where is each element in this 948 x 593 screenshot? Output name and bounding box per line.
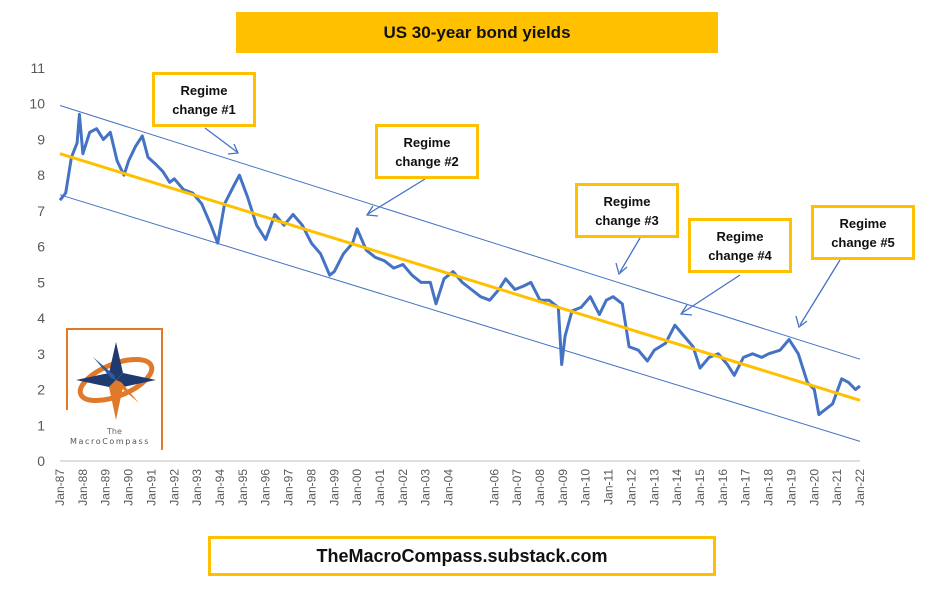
channel-lower-line [59, 194, 861, 442]
x-tick-label: Jan-06 [487, 469, 501, 506]
channel-upper-line [59, 105, 861, 360]
regime-label-line1: Regime [603, 193, 651, 209]
regime-annotation-4: Regime change #4 [688, 218, 792, 273]
x-tick-label: Jan-03 [419, 469, 433, 506]
regime-label-line2: change #2 [395, 153, 459, 169]
logo-the-text: The [107, 427, 122, 436]
x-tick-label: Jan-09 [556, 469, 570, 506]
arrow-regime-2 [367, 178, 426, 215]
x-tick-label: Jan-04 [442, 469, 456, 506]
trend-line [59, 152, 861, 402]
y-tick-label: 9 [37, 131, 45, 147]
x-tick-label: Jan-11 [602, 469, 616, 505]
logo-frame-left [66, 330, 68, 410]
x-axis-ticks: Jan-87 Jan-88 Jan-89 Jan-90 Jan-91 Jan-92 Jan-… [53, 469, 867, 506]
x-tick-label: Jan-93 [190, 469, 204, 506]
footer-url: TheMacroCompass.substack.com [208, 536, 716, 576]
arrowhead-regime-5 [795, 315, 808, 329]
x-tick-label: Jan-21 [830, 469, 844, 506]
logo-frame [66, 328, 163, 450]
x-tick-label: Jan-22 [853, 469, 867, 506]
x-tick-label: Jan-13 [647, 469, 661, 506]
annotation-arrows [204, 127, 841, 329]
regime-label-line1: Regime [403, 134, 451, 150]
regime-label-line1: Regime [839, 215, 887, 231]
regime-annotation-5: Regime change #5 [811, 205, 915, 260]
x-tick-label: Jan-88 [76, 469, 90, 506]
x-tick-label: Jan-14 [670, 469, 684, 506]
regime-annotation-1: Regime change #1 [152, 72, 256, 127]
regime-annotation-3: Regime change #3 [575, 183, 679, 238]
regime-label-line1: Regime [180, 82, 228, 98]
compass-star-icon [76, 342, 156, 420]
arrowhead-regime-2 [365, 205, 379, 217]
y-tick-label: 6 [37, 239, 45, 255]
logo-brand-text: MacroCompass [70, 437, 151, 446]
x-tick-label: Jan-15 [693, 469, 707, 506]
y-tick-label: 8 [37, 167, 45, 183]
x-tick-label: Jan-00 [350, 469, 364, 506]
x-tick-label: Jan-19 [784, 469, 798, 506]
x-tick-label: Jan-95 [236, 469, 250, 506]
x-tick-label: Jan-89 [99, 469, 113, 506]
arrow-regime-4 [681, 274, 741, 314]
chart-title: US 30-year bond yields [236, 12, 718, 53]
x-tick-label: Jan-91 [144, 469, 158, 506]
arrowhead-regime-4 [679, 304, 693, 316]
arrow-regime-1 [204, 127, 238, 153]
x-tick-label: Jan-92 [167, 469, 181, 506]
y-tick-label: 1 [37, 417, 45, 433]
y-tick-label: 3 [37, 346, 45, 362]
x-tick-label: Jan-12 [624, 469, 638, 506]
x-tick-label: Jan-17 [739, 469, 753, 506]
x-tick-label: Jan-18 [762, 469, 776, 506]
x-tick-label: Jan-99 [327, 469, 341, 506]
y-tick-label: 2 [37, 382, 45, 398]
x-tick-label: Jan-98 [304, 469, 318, 506]
x-tick-label: Jan-10 [579, 469, 593, 506]
macrocompass-logo: The MacroCompass [66, 328, 163, 450]
y-tick-label: 11 [30, 60, 45, 76]
x-tick-label: Jan-94 [213, 469, 227, 506]
x-tick-label: Jan-87 [53, 469, 67, 506]
y-tick-label: 0 [37, 453, 45, 469]
arrowhead-regime-3 [615, 262, 628, 276]
x-tick-label: Jan-01 [373, 469, 387, 506]
y-tick-label: 5 [37, 274, 45, 290]
x-tick-label: Jan-16 [716, 469, 730, 506]
arrow-regime-3 [619, 237, 641, 273]
x-tick-label: Jan-07 [510, 469, 524, 506]
x-tick-label: Jan-96 [259, 469, 273, 506]
x-tick-label: Jan-02 [396, 469, 410, 506]
regime-annotation-2: Regime change #2 [375, 124, 479, 179]
arrowhead-regime-1 [227, 143, 239, 155]
y-tick-label: 7 [37, 203, 45, 219]
x-tick-label: Jan-97 [282, 469, 296, 506]
y-tick-label: 4 [37, 310, 45, 326]
arrow-regime-5 [799, 259, 841, 326]
regime-label-line2: change #5 [831, 234, 895, 250]
yield-series-line [58, 112, 861, 417]
regime-label-line2: change #1 [172, 101, 236, 117]
x-tick-label: Jan-08 [533, 469, 547, 506]
x-tick-label: Jan-90 [122, 469, 136, 506]
regime-label-line2: change #3 [595, 212, 659, 228]
y-axis-ticks: 0 1 2 3 4 5 6 7 8 9 10 11 [29, 60, 45, 469]
regime-label-line1: Regime [716, 228, 764, 244]
x-tick-label: Jan-20 [807, 469, 821, 506]
regime-label-line2: change #4 [708, 247, 772, 263]
y-tick-label: 10 [29, 96, 45, 112]
